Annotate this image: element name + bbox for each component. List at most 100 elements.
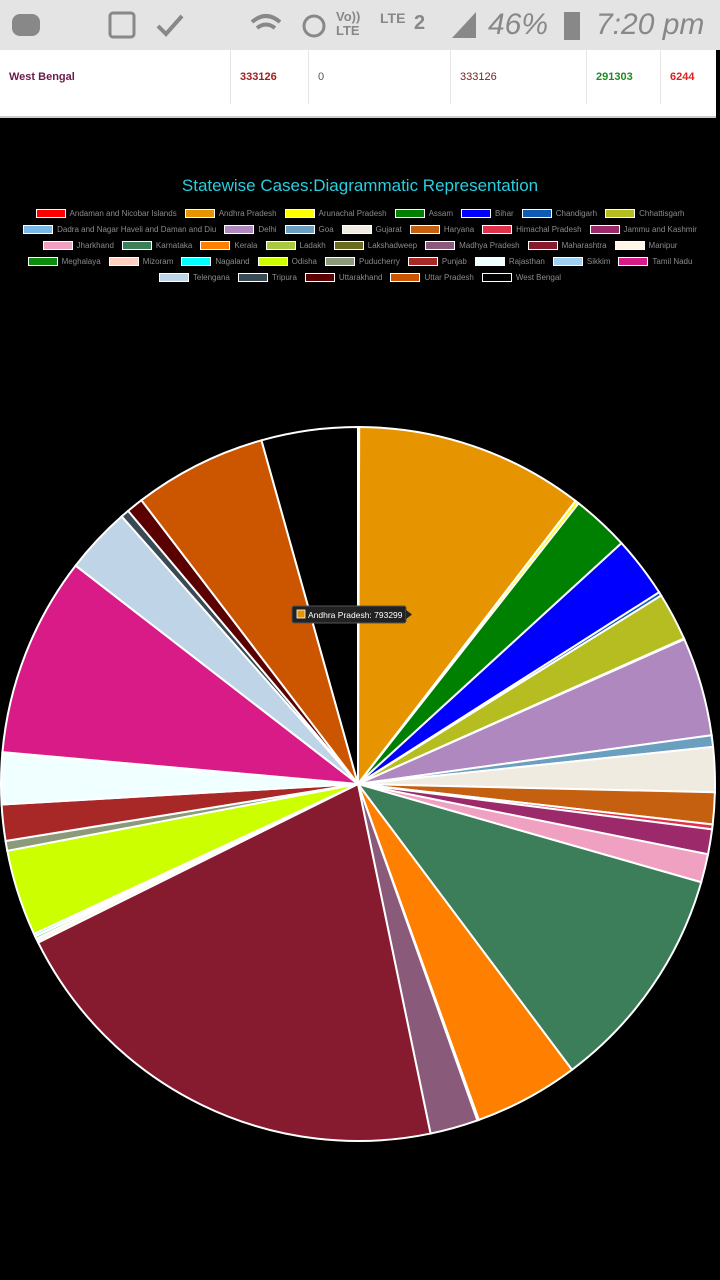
legend-swatch [614, 241, 645, 250]
legend-item[interactable]: Kerala [200, 240, 258, 251]
legend-label: Andhra Pradesh [218, 209, 277, 218]
legend-item[interactable]: Himachal Pradesh [482, 224, 582, 235]
legend-label: Kerala [234, 241, 258, 250]
legend-item[interactable]: Jharkhand [42, 240, 114, 251]
chart-title: Statewise Cases:Diagrammatic Representat… [181, 176, 539, 195]
legend-item[interactable]: Karnataka [121, 240, 193, 251]
legend-item[interactable]: Maharashtra [527, 240, 607, 251]
cell: 6244 [660, 50, 716, 104]
legend-item[interactable]: Goa [284, 224, 334, 235]
legend-item[interactable]: Meghalaya [27, 256, 101, 267]
legend-swatch [333, 241, 364, 250]
legend-item[interactable]: Telengana [158, 272, 230, 283]
sim: 2 [414, 12, 426, 34]
legend-swatch [200, 241, 231, 250]
legend-label: Gujarat [375, 225, 402, 234]
legend-swatch [425, 241, 456, 250]
legend-swatch [35, 209, 66, 218]
legend-item[interactable]: Uttar Pradesh [390, 272, 474, 283]
legend-item[interactable]: Ladakh [265, 240, 326, 251]
legend-item[interactable]: Manipur [614, 240, 677, 251]
legend-item[interactable]: Mizoram [108, 256, 174, 267]
legend-item[interactable]: Tamil Nadu [618, 256, 692, 267]
legend-swatch [108, 257, 139, 266]
legend-item[interactable]: Chhattisgarh [605, 208, 684, 219]
legend-label: Telengana [192, 273, 230, 282]
legend-label: Goa [318, 225, 334, 234]
legend-item[interactable]: Odisha [257, 256, 317, 267]
legend-swatch [158, 273, 189, 282]
legend-swatch [618, 257, 649, 266]
pie-slice [356, 425, 577, 787]
legend-label: West Bengal [515, 273, 562, 282]
legend-swatch [224, 225, 255, 234]
legend-label: Karnataka [155, 241, 193, 250]
legend-item[interactable]: Haryana [409, 224, 475, 235]
legend-label: Punjab [441, 257, 467, 266]
legend-swatch [527, 241, 558, 250]
legend-label: Haryana [443, 225, 475, 234]
legend-swatch [304, 273, 335, 282]
legend-swatch [407, 257, 438, 266]
msg-icon [12, 14, 40, 36]
legend-item[interactable]: Dadra and Nagar Haveli and Daman and Diu [23, 224, 216, 235]
legend-label: Ladakh [299, 241, 326, 250]
alarm-icon [302, 14, 326, 38]
legend-item[interactable]: Jammu and Kashmir [589, 224, 697, 235]
wifi-icon [250, 14, 282, 30]
legend-swatch [121, 241, 152, 250]
legend-label: Andaman and Nicobar Islands [69, 209, 177, 218]
legend-item[interactable]: Uttarakhand [304, 272, 383, 283]
cell: 0 [308, 50, 450, 104]
legend-item[interactable]: Andhra Pradesh [184, 208, 277, 219]
legend-swatch [474, 257, 505, 266]
legend-swatch [521, 209, 552, 218]
legend-label: Mizoram [142, 257, 174, 266]
legend-label: Rajasthan [508, 257, 545, 266]
legend-label: Tripura [271, 273, 297, 282]
legend-item[interactable]: Delhi [224, 224, 277, 235]
legend-swatch [394, 209, 425, 218]
legend-swatch [552, 257, 583, 266]
legend-swatch [284, 209, 315, 218]
pie-slice [355, 782, 703, 1072]
table: West Bengal 333126 0 333126 291303 6244 [0, 50, 716, 118]
legend-item[interactable]: Andaman and Nicobar Islands [35, 208, 177, 219]
cell: 333126 [230, 50, 308, 104]
status-icons [12, 11, 580, 40]
legend-item[interactable]: Madhya Pradesh [425, 240, 520, 251]
legend-item[interactable]: Lakshadweep [333, 240, 418, 251]
network: LTE [380, 10, 406, 26]
legend-item[interactable]: Puducherry [324, 256, 400, 267]
legend-item[interactable]: Assam [394, 208, 453, 219]
volte: Vo)) LTE [336, 9, 361, 38]
legend-swatch [390, 273, 421, 282]
pie-slice [1, 564, 362, 786]
legend-item[interactable]: Sikkim [552, 256, 610, 267]
legend-swatch [27, 257, 58, 266]
cell: 333126 [450, 50, 586, 104]
signal-icon [452, 12, 476, 38]
legend-item[interactable]: Punjab [407, 256, 467, 267]
legend-label: Lakshadweep [367, 241, 418, 250]
legend-item[interactable]: Gujarat [341, 224, 402, 235]
legend-label: Tamil Nadu [652, 257, 693, 266]
legend-swatch [341, 225, 372, 234]
legend-label: Uttarakhand [338, 273, 383, 282]
time: 7:20 pm [596, 8, 705, 41]
legend-item[interactable]: Chandigarh [521, 208, 597, 219]
pie-slice [140, 439, 359, 785]
legend-item[interactable]: Rajasthan [474, 256, 545, 267]
gallery-icon [108, 11, 136, 39]
legend-item[interactable]: Tripura [237, 272, 297, 283]
legend-item[interactable]: Arunachal Pradesh [284, 208, 387, 219]
legend-item[interactable]: Bihar [461, 208, 514, 219]
tooltip-swatch [296, 609, 306, 619]
legend-item[interactable]: Nagaland [181, 256, 250, 267]
legend-swatch [181, 257, 212, 266]
legend-label: Meghalaya [61, 257, 101, 266]
legend-item[interactable]: West Bengal [481, 272, 562, 283]
legend-label: Dadra and Nagar Haveli and Daman and Diu [57, 225, 217, 234]
